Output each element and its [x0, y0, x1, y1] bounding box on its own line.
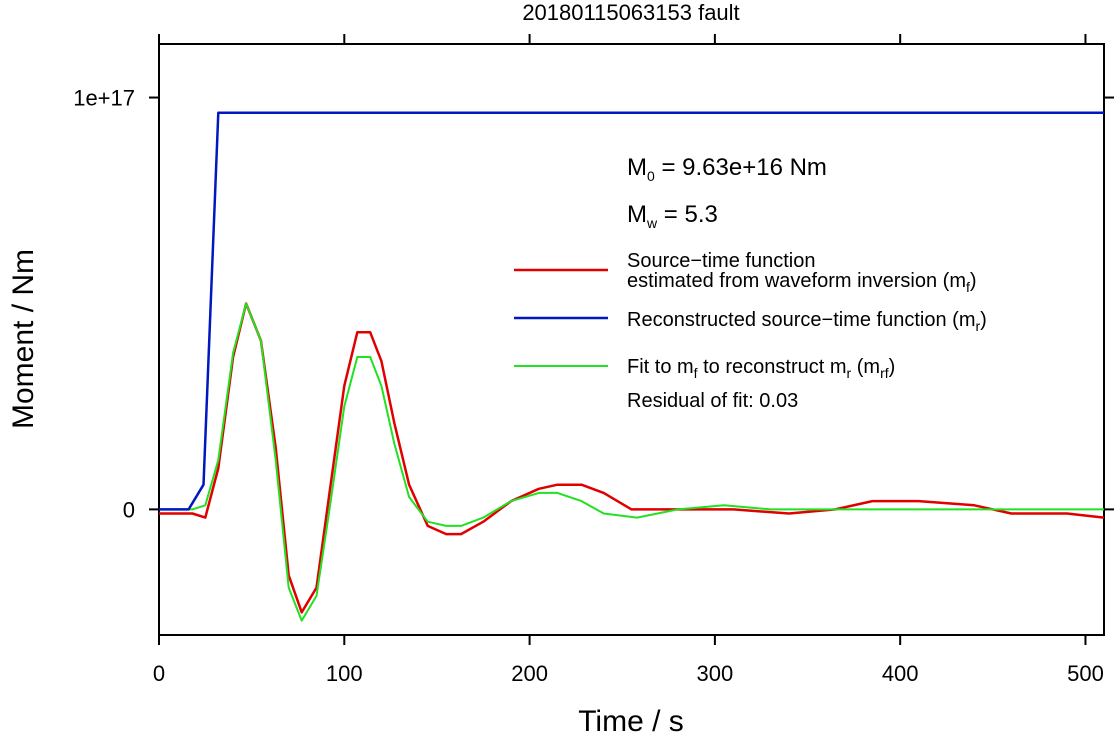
y-tick-label: 1e+17: [73, 86, 135, 111]
legend-green-a-sub: f: [694, 365, 698, 381]
mw-subscript: w: [646, 215, 658, 231]
legend-blue-text: Reconstructed source−time function (mr): [627, 309, 987, 334]
legend-green-b: to reconstruct m: [698, 356, 847, 378]
series-stf-estimated: [159, 302, 1105, 614]
legend-green-c-sub: rf: [880, 365, 889, 381]
y-axis-title: Moment / Nm: [7, 249, 40, 429]
residual-annotation: Residual of fit: 0.03: [627, 390, 798, 412]
legend-red-line2-sub: f: [966, 279, 970, 295]
m0-subscript: 0: [647, 168, 655, 184]
axis-tick-labels: 0 100 200 300 400 500 0 1e+17: [73, 86, 1104, 686]
legend-red-line2-end: ): [970, 270, 977, 292]
x-tick-label: 400: [882, 661, 919, 686]
legend-green-a: Fit to m: [627, 356, 694, 378]
x-tick-label: 500: [1067, 661, 1104, 686]
m0-value: = 9.63e+16 Nm: [655, 154, 827, 181]
legend-red-line2-main: estimated from waveform inversion (m: [627, 270, 966, 292]
mw-annotation: Mw = 5.3: [627, 201, 718, 231]
legend: Source−time function estimated from wave…: [514, 250, 987, 412]
series-stf-reconstructed: [159, 111, 1104, 511]
legend-green-b-sub: r: [847, 365, 852, 381]
series-layer: [159, 111, 1105, 622]
legend-blue-main: Reconstructed source−time function (m: [627, 309, 976, 331]
mw-value: = 5.3: [657, 201, 718, 228]
legend-blue-end: ): [980, 309, 987, 331]
mw-symbol: M: [627, 201, 647, 228]
legend-green-text: Fit to mf to reconstruct mr (mrf): [627, 356, 895, 381]
m0-symbol: M: [627, 154, 647, 181]
x-axis-title: Time / s: [578, 705, 684, 736]
series-fit: [159, 302, 1104, 622]
m0-annotation: M0 = 9.63e+16 Nm: [627, 154, 827, 184]
x-tick-label: 300: [697, 661, 734, 686]
x-tick-label: 200: [511, 661, 548, 686]
chart-title: 20180115063153 fault: [522, 0, 739, 25]
y-tick-label: 0: [123, 497, 135, 522]
legend-red-line1: Source−time function: [627, 250, 815, 272]
legend-blue-sub: r: [976, 318, 981, 334]
x-tick-label: 0: [153, 661, 165, 686]
x-tick-label: 100: [326, 661, 363, 686]
legend-red-line2: estimated from waveform inversion (mf): [627, 270, 977, 295]
legend-green-c: (m: [851, 356, 880, 378]
plot-frame: [158, 43, 1105, 636]
axis-ticks: [149, 34, 1114, 645]
legend-green-d: ): [889, 356, 896, 378]
